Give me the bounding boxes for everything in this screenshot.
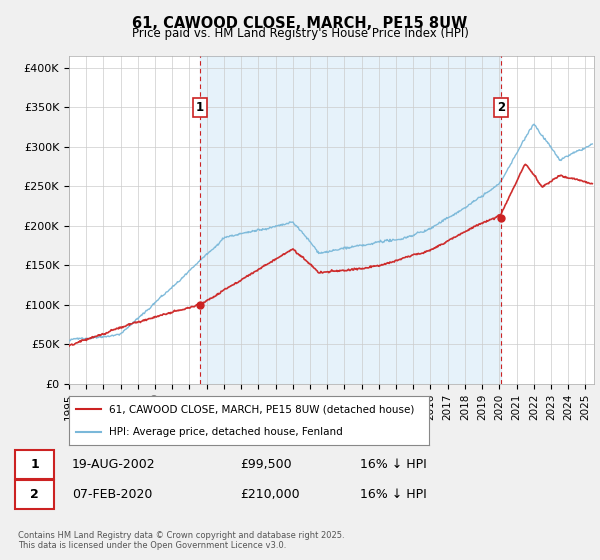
Text: 16% ↓ HPI: 16% ↓ HPI <box>360 458 427 472</box>
Text: HPI: Average price, detached house, Fenland: HPI: Average price, detached house, Fenl… <box>109 427 343 437</box>
Text: 2: 2 <box>497 101 505 114</box>
Text: 16% ↓ HPI: 16% ↓ HPI <box>360 488 427 501</box>
Text: Contains HM Land Registry data © Crown copyright and database right 2025.
This d: Contains HM Land Registry data © Crown c… <box>18 530 344 550</box>
Bar <box>200 56 501 384</box>
Text: 1: 1 <box>196 101 204 114</box>
Text: 19-AUG-2002: 19-AUG-2002 <box>72 458 155 472</box>
Text: £99,500: £99,500 <box>240 458 292 472</box>
Text: 07-FEB-2020: 07-FEB-2020 <box>72 488 152 501</box>
Text: Price paid vs. HM Land Registry's House Price Index (HPI): Price paid vs. HM Land Registry's House … <box>131 27 469 40</box>
Text: £210,000: £210,000 <box>240 488 299 501</box>
Text: 61, CAWOOD CLOSE, MARCH, PE15 8UW (detached house): 61, CAWOOD CLOSE, MARCH, PE15 8UW (detac… <box>109 404 414 414</box>
Text: 1: 1 <box>30 458 39 472</box>
Text: 61, CAWOOD CLOSE, MARCH,  PE15 8UW: 61, CAWOOD CLOSE, MARCH, PE15 8UW <box>133 16 467 31</box>
Text: 2: 2 <box>30 488 39 501</box>
